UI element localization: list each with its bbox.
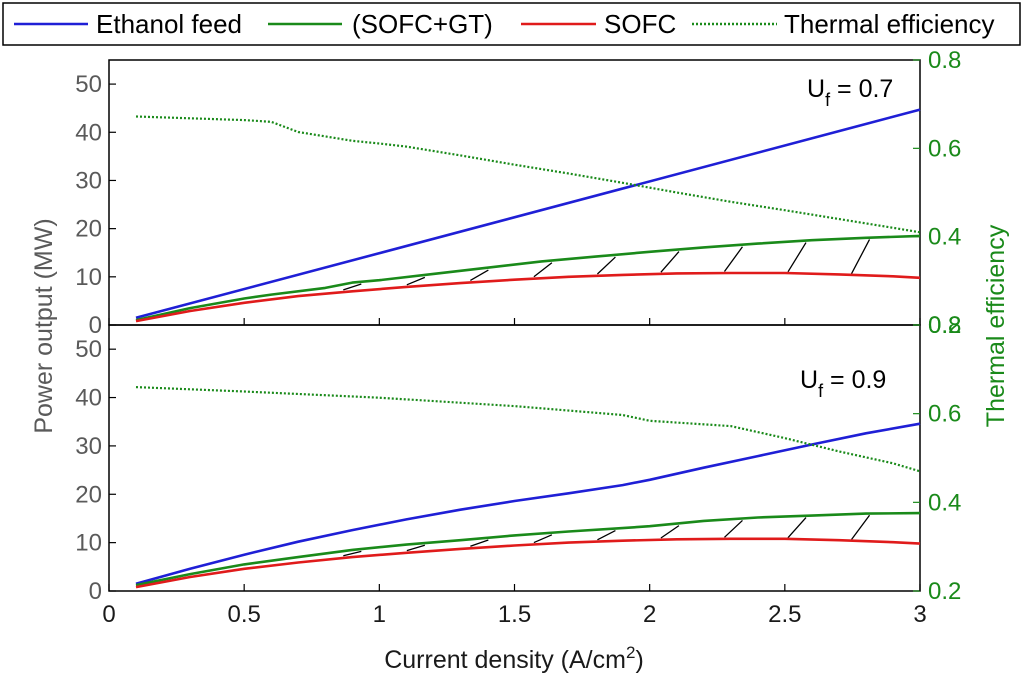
top-left-tick-label: 10 <box>75 264 102 291</box>
top-panel-annotation: Uf = 0.7 <box>807 75 893 110</box>
top-annotation-main: U <box>807 75 825 103</box>
top-panel-frame <box>108 59 921 326</box>
bottom-right-tick-label: 0.6 <box>928 401 961 428</box>
bottom-left-tick-label: 50 <box>75 336 102 363</box>
bottom-left-tick-label: 20 <box>75 481 102 508</box>
bottom-left-tick-label: 10 <box>75 530 102 557</box>
bottom-hatch-mark <box>787 517 807 539</box>
legend-label-ethanol-feed: Ethanol feed <box>96 9 242 39</box>
top-left-tick-label: 50 <box>75 71 102 98</box>
top-annotation-sub: f <box>825 90 831 110</box>
bottom-left-tick-label: 30 <box>75 433 102 460</box>
top-hatch-mark <box>723 246 743 272</box>
top-hatch-mark <box>343 283 362 291</box>
top-right-tick-label: 0.6 <box>928 135 961 162</box>
x-tick-label: 1.5 <box>498 601 531 628</box>
bottom-annotation-tail: = 0.9 <box>823 366 886 394</box>
top-hatch-mark <box>533 262 553 278</box>
bottom-hatch-mark <box>724 519 743 538</box>
top-right-tick-label: 0.8 <box>928 47 961 74</box>
top-hatch-mark <box>787 242 807 273</box>
top-right-tick-label: 0.2 <box>928 312 961 339</box>
bottom-series-sofc-gt <box>135 511 921 587</box>
x-axis-title: Current density (A/cm2) <box>384 643 644 674</box>
legend-label-thermal-efficiency: Thermal efficiency <box>784 9 995 39</box>
x-tick-label: 2.5 <box>768 601 801 628</box>
top-left-tick-label: 30 <box>75 167 102 194</box>
top-series-sofc <box>135 271 921 323</box>
bottom-series-ethanol-feed <box>135 422 921 585</box>
bottom-left-tick-label: 0 <box>89 578 102 605</box>
top-annotation-tail: = 0.7 <box>830 75 893 103</box>
bottom-hatch-mark <box>597 530 616 541</box>
bottom-annotation-sub: f <box>818 381 824 401</box>
bottom-panel-frame <box>108 324 921 592</box>
x-tick-label: 3 <box>913 601 926 628</box>
x-tick-label: 2 <box>643 601 656 628</box>
left-axis-title: Power output (MW) <box>30 218 58 433</box>
top-hatch-mark <box>406 276 426 286</box>
top-series-ethanol-feed <box>135 108 921 320</box>
top-left-tick-label: 0 <box>89 312 102 339</box>
top-hatch-mark <box>850 239 871 275</box>
top-left-tick-label: 40 <box>75 119 102 146</box>
right-axis-title: Thermal efficiency <box>982 224 1010 427</box>
bottom-gt-contribution-hatch <box>343 514 871 557</box>
bottom-annotation-main: U <box>800 366 818 394</box>
bottom-left-tick-label: 40 <box>75 385 102 412</box>
top-right-tick-label: 0.4 <box>928 224 961 251</box>
plot-layer <box>135 108 921 589</box>
bottom-hatch-mark <box>851 514 871 540</box>
legend-label-sofc: SOFC <box>604 9 676 39</box>
top-hatch-mark <box>470 269 489 282</box>
bottom-right-tick-label: 0.8 <box>928 312 961 339</box>
bottom-hatch-mark <box>343 550 362 557</box>
x-axis-title-sup: 2 <box>626 643 635 662</box>
x-axis-title-tail: ) <box>635 646 643 674</box>
bottom-right-tick-label: 0.2 <box>928 578 961 605</box>
bottom-series-thermal-efficiency <box>135 386 921 473</box>
tick-layer: 010203040500.20.40.60.8010203040500.20.4… <box>75 47 961 628</box>
legend-frame <box>2 2 1021 46</box>
bottom-hatch-mark <box>533 534 553 544</box>
top-gt-contribution-hatch <box>343 239 871 291</box>
bottom-hatch-mark <box>406 544 426 552</box>
x-axis-title-main: Current density (A/cm <box>384 646 626 674</box>
bottom-series-sofc <box>135 537 921 589</box>
top-hatch-mark <box>596 256 616 275</box>
legend-label-sofc-gt: (SOFC+GT) <box>352 9 493 39</box>
x-tick-label: 0 <box>102 601 115 628</box>
x-tick-label: 0.5 <box>227 601 260 628</box>
bottom-hatch-mark <box>660 525 680 539</box>
bottom-panel-annotation: Uf = 0.9 <box>800 366 886 401</box>
top-hatch-mark <box>660 251 680 273</box>
legend: Ethanol feed (SOFC+GT) SOFC Thermal effi… <box>2 2 1021 46</box>
top-left-tick-label: 20 <box>75 216 102 243</box>
x-tick-label: 1 <box>373 601 386 628</box>
bottom-right-tick-label: 0.4 <box>928 489 961 516</box>
bottom-hatch-mark <box>470 539 489 547</box>
top-series-sofc-gt <box>135 234 921 322</box>
